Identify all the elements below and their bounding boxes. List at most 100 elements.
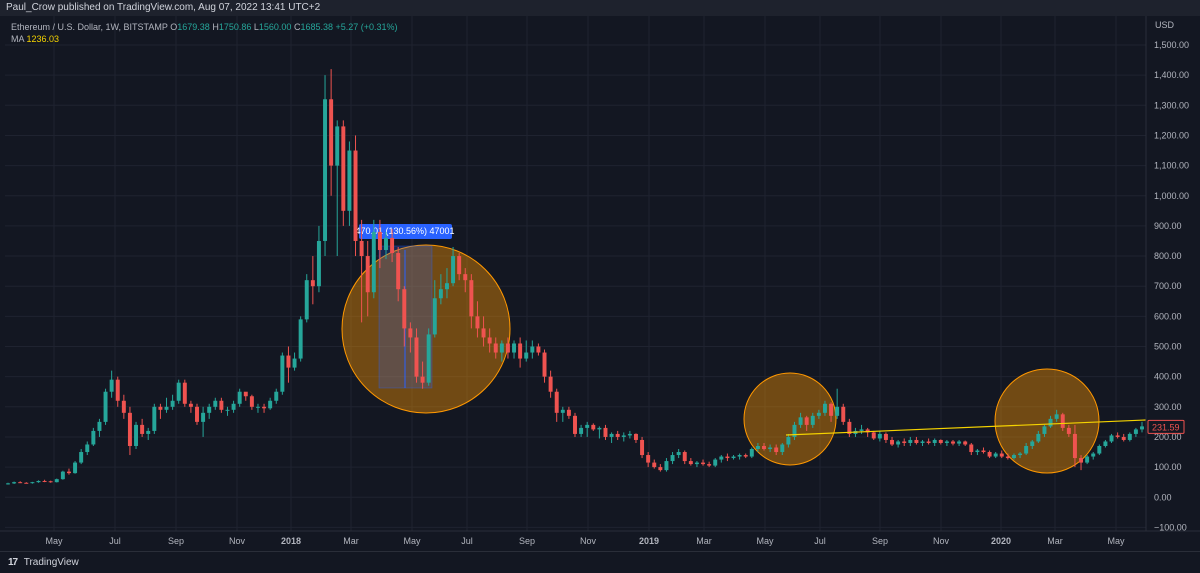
candle-body bbox=[298, 319, 303, 359]
candle-body bbox=[1127, 433, 1132, 440]
candle-body bbox=[975, 450, 980, 453]
candle-body bbox=[140, 424, 145, 434]
candle-body bbox=[255, 406, 260, 408]
candle-body bbox=[451, 256, 456, 284]
candle-body bbox=[890, 439, 895, 445]
candle-body bbox=[164, 406, 169, 410]
candle-body bbox=[768, 447, 773, 450]
candle-body bbox=[713, 459, 718, 466]
candle-body bbox=[932, 439, 937, 443]
candle-body bbox=[512, 343, 517, 353]
y-tick-label: 800.00 bbox=[1154, 251, 1182, 261]
candle-body bbox=[377, 231, 382, 251]
current-price-label: 231.59 bbox=[1152, 422, 1180, 432]
candle-body bbox=[566, 409, 571, 416]
change-value: +5.27 (+0.31%) bbox=[335, 22, 398, 32]
candlestick-chart[interactable]: 470.01 (130.56%) 47001 1,500.001,400.001… bbox=[0, 0, 1200, 551]
y-tick-label: 200.00 bbox=[1154, 432, 1182, 442]
candle-body bbox=[48, 481, 53, 483]
candle-body bbox=[981, 450, 986, 453]
ma-label: MA bbox=[11, 34, 25, 44]
candle-body bbox=[1072, 433, 1077, 459]
publisher-bar: Paul_Crow published on TradingView.com, … bbox=[0, 0, 1200, 16]
candle-body bbox=[633, 433, 638, 440]
candle-body bbox=[694, 462, 699, 465]
candle-body bbox=[1018, 453, 1023, 456]
candle-body bbox=[432, 298, 437, 335]
candle-body bbox=[371, 231, 376, 293]
candle-body bbox=[957, 441, 962, 444]
candle-body bbox=[719, 456, 724, 460]
candle-body bbox=[444, 283, 449, 290]
candle-body bbox=[987, 452, 992, 457]
publisher-text: Paul_Crow published on TradingView.com, … bbox=[6, 2, 321, 13]
candle-body bbox=[1085, 456, 1090, 463]
y-tick-label: 0.00 bbox=[1154, 492, 1172, 502]
highlight-circle bbox=[743, 372, 837, 466]
x-tick-label: Jul bbox=[109, 536, 121, 546]
candle-body bbox=[91, 430, 96, 445]
candle-body bbox=[426, 334, 431, 383]
candle-body bbox=[682, 452, 687, 462]
low-value: 1560.00 bbox=[258, 22, 292, 32]
candle-body bbox=[786, 436, 791, 445]
candle-body bbox=[402, 289, 407, 329]
candle-body bbox=[170, 400, 175, 407]
candle-body bbox=[237, 391, 242, 404]
candle-body bbox=[530, 346, 535, 353]
candle-body bbox=[792, 424, 797, 437]
candle-body bbox=[560, 409, 565, 413]
candle-body bbox=[134, 424, 139, 446]
candle-body bbox=[688, 461, 693, 465]
candle-body bbox=[670, 455, 675, 462]
candle-body bbox=[127, 412, 132, 446]
candle-body bbox=[457, 256, 462, 275]
y-tick-label: 600.00 bbox=[1154, 311, 1182, 321]
y-tick-label: 700.00 bbox=[1154, 281, 1182, 291]
candle-body bbox=[225, 409, 230, 411]
candle-body bbox=[1005, 456, 1010, 459]
candle-body bbox=[1060, 414, 1065, 428]
candle-body bbox=[755, 445, 760, 450]
candle-body bbox=[286, 355, 291, 368]
candle-body bbox=[865, 429, 870, 433]
candle-body bbox=[146, 430, 151, 434]
candle-body bbox=[908, 439, 913, 443]
y-tick-label: 1,000.00 bbox=[1154, 191, 1189, 201]
x-tick-label: Nov bbox=[229, 536, 246, 546]
candle-body bbox=[603, 427, 608, 437]
x-tick-label: May bbox=[45, 536, 63, 546]
y-tick-label: 1,500.00 bbox=[1154, 40, 1189, 50]
candle-body bbox=[103, 391, 108, 422]
candle-body bbox=[1109, 435, 1114, 442]
candle-body bbox=[219, 400, 224, 410]
candle-body bbox=[1091, 453, 1096, 457]
candle-body bbox=[591, 424, 596, 430]
candle-body bbox=[243, 391, 248, 397]
candle-body bbox=[365, 256, 370, 293]
candle-body bbox=[475, 316, 480, 329]
candle-body bbox=[822, 403, 827, 413]
candle-body bbox=[36, 480, 41, 483]
candle-body bbox=[414, 337, 419, 377]
candle-body bbox=[902, 441, 907, 443]
y-tick-label: 1,300.00 bbox=[1154, 100, 1189, 110]
trend-line bbox=[785, 419, 1147, 436]
candle-body bbox=[725, 456, 730, 459]
candle-body bbox=[499, 343, 504, 353]
candle-body bbox=[481, 328, 486, 338]
measure-label-bg bbox=[359, 224, 452, 239]
brand-name: TradingView bbox=[23, 557, 79, 568]
candle-body bbox=[969, 444, 974, 453]
candle-body bbox=[780, 444, 785, 453]
candle-body bbox=[487, 337, 492, 344]
x-tick-label: Jul bbox=[814, 536, 826, 546]
measure-label: 470.01 (130.56%) 47001 bbox=[355, 226, 454, 236]
candle-body bbox=[1103, 441, 1108, 446]
candle-body bbox=[585, 424, 590, 428]
candle-body bbox=[963, 441, 968, 445]
candle-body bbox=[524, 352, 529, 359]
candle-body bbox=[66, 471, 71, 474]
candle-body bbox=[829, 403, 834, 416]
candle-body bbox=[676, 452, 681, 456]
